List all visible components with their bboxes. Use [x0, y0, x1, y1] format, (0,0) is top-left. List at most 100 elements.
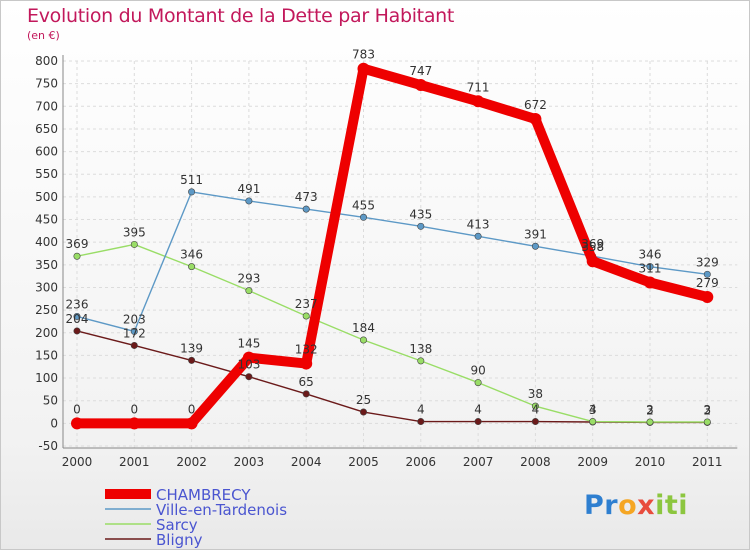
data-label: 346 — [180, 248, 203, 262]
series-lines — [71, 62, 714, 430]
logo-part-3: x — [637, 490, 656, 521]
data-label: 237 — [295, 297, 318, 311]
data-label: 369 — [581, 237, 604, 251]
legend-label: Bligny — [156, 531, 203, 549]
data-point — [359, 213, 367, 221]
data-label: 0 — [130, 402, 138, 416]
x-tick-label: 2006 — [406, 455, 437, 469]
data-point — [414, 79, 427, 92]
data-point — [417, 418, 425, 426]
data-point — [242, 351, 255, 364]
data-point — [359, 408, 367, 416]
x-tick-label: 2005 — [348, 455, 379, 469]
data-point — [703, 270, 711, 278]
y-tick-label: 600 — [35, 145, 58, 159]
data-label: 391 — [524, 227, 547, 241]
data-label: 4 — [532, 403, 540, 417]
data-point — [188, 356, 196, 364]
data-label: 672 — [524, 98, 547, 112]
data-label: 25 — [356, 393, 371, 407]
y-tick-label: 450 — [35, 213, 58, 227]
x-tick-label: 2008 — [520, 455, 551, 469]
x-tick-label: 2001 — [119, 455, 150, 469]
data-label: 358 — [581, 240, 604, 254]
data-point — [130, 327, 138, 335]
data-point — [359, 336, 367, 344]
data-point — [417, 222, 425, 230]
x-tick-label: 2010 — [635, 455, 666, 469]
data-label: 65 — [299, 375, 314, 389]
data-label: 145 — [237, 337, 260, 351]
data-point — [357, 62, 370, 75]
chart-title: Evolution du Montant de la Dette par Hab… — [27, 5, 455, 27]
data-label: 132 — [295, 343, 318, 357]
data-label: 413 — [467, 217, 490, 231]
y-tick-label: 800 — [35, 54, 58, 68]
data-label: 395 — [123, 225, 146, 239]
data-label: 2 — [646, 403, 654, 417]
data-point — [128, 417, 141, 430]
data-point — [646, 263, 654, 271]
data-label: 204 — [66, 312, 89, 326]
y-tick-label: 650 — [35, 122, 58, 136]
data-label: 435 — [409, 207, 432, 221]
y-tick-label: 400 — [35, 235, 58, 249]
data-point — [245, 197, 253, 205]
y-tick-label: 550 — [35, 167, 58, 181]
data-point — [646, 418, 654, 426]
x-tick-label: 2009 — [577, 455, 608, 469]
data-label: 329 — [696, 255, 719, 269]
y-tick-label: 500 — [35, 190, 58, 204]
data-point — [417, 357, 425, 365]
data-point — [185, 417, 198, 430]
x-tick-label: 2004 — [291, 455, 322, 469]
data-label: 455 — [352, 198, 375, 212]
data-label: 184 — [352, 321, 375, 335]
data-label: 0 — [73, 402, 81, 416]
data-point — [474, 418, 482, 426]
data-point — [586, 255, 599, 268]
data-point — [531, 418, 539, 426]
data-label: 747 — [409, 64, 432, 78]
data-point — [188, 188, 196, 196]
y-tick-label: 700 — [35, 99, 58, 113]
proxiti-logo: Proxiti — [584, 490, 688, 521]
data-point — [302, 312, 310, 320]
y-tick-label: -50 — [38, 439, 58, 453]
data-point — [474, 232, 482, 240]
data-label: 2 — [703, 403, 711, 417]
data-label: 4 — [474, 403, 482, 417]
data-label: 346 — [639, 248, 662, 262]
data-point — [71, 417, 83, 430]
data-point — [300, 357, 313, 370]
x-tick-label: 2011 — [692, 455, 723, 469]
data-label: 473 — [295, 190, 318, 204]
logo-part-2: o — [618, 490, 638, 521]
data-label: 3 — [703, 403, 711, 417]
data-label: 4 — [589, 403, 597, 417]
data-point — [472, 95, 485, 108]
data-label: 0 — [188, 402, 196, 416]
series-line — [76, 191, 708, 333]
data-label: 236 — [66, 297, 89, 311]
data-point — [703, 418, 711, 426]
data-label: 311 — [639, 261, 662, 275]
data-label: 103 — [237, 358, 260, 372]
series-line — [72, 63, 713, 429]
y-tick-label: 50 — [43, 394, 58, 408]
y-tick-label: 150 — [35, 348, 58, 362]
x-tick-label: 2002 — [176, 455, 207, 469]
y-tick-label: 750 — [35, 77, 58, 91]
chart-subtitle: (en €) — [27, 29, 60, 42]
data-label: 172 — [123, 326, 146, 340]
data-label: 711 — [467, 80, 490, 94]
logo-part-4: iti — [655, 490, 689, 521]
y-tick-label: 250 — [35, 303, 58, 317]
data-label: 369 — [66, 237, 89, 251]
data-label: 139 — [180, 341, 203, 355]
y-tick-label: 100 — [35, 371, 58, 385]
x-tick-label: 2007 — [463, 455, 494, 469]
data-label: 138 — [409, 342, 432, 356]
